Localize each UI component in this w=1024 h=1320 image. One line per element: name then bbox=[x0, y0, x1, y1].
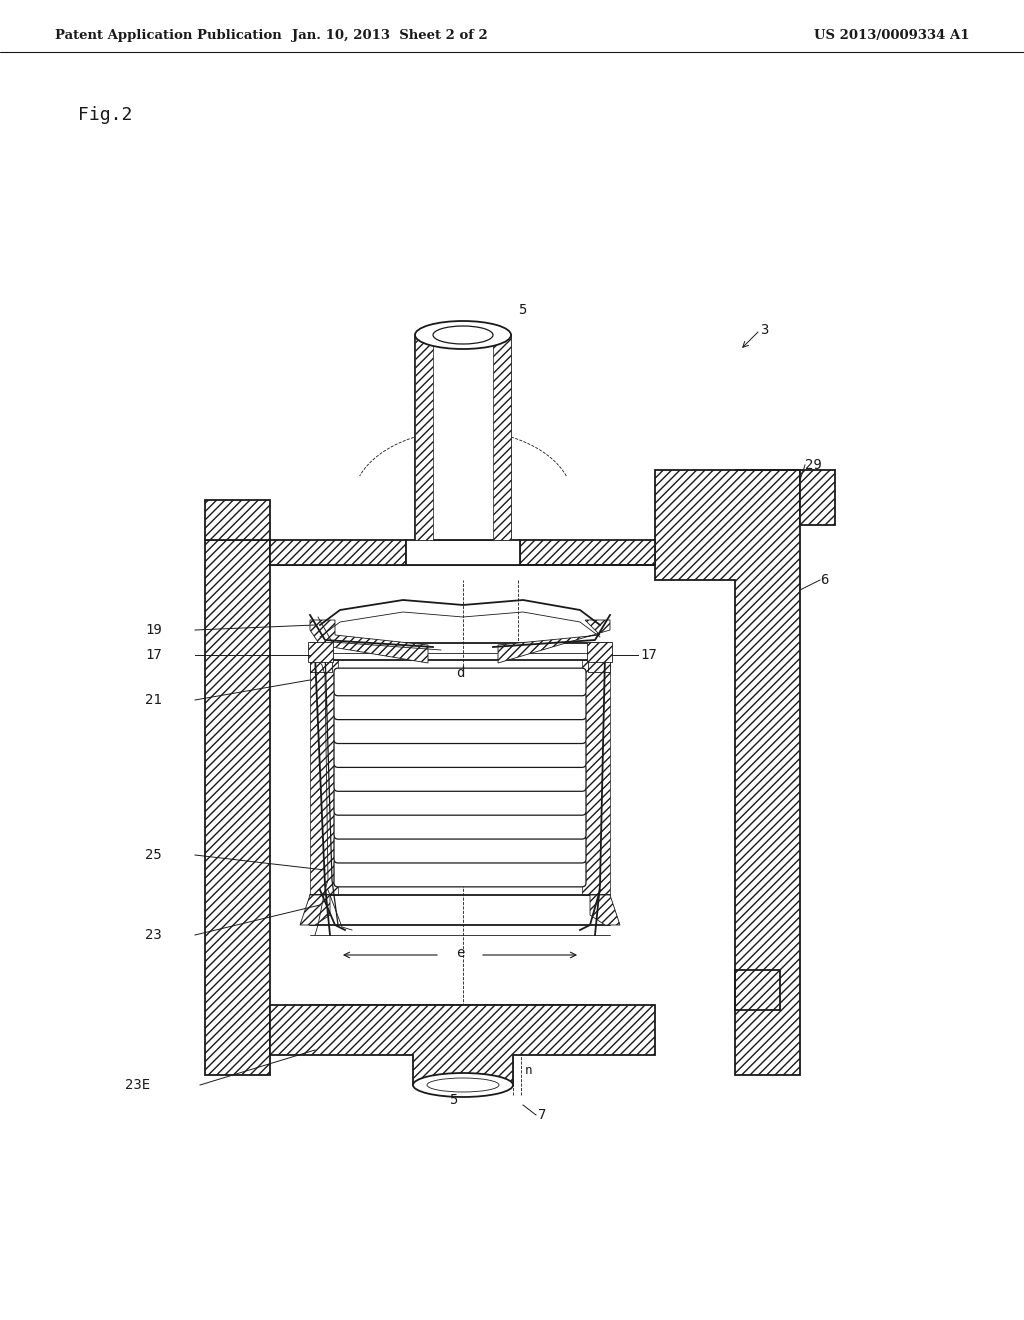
Text: 23E: 23E bbox=[125, 1078, 151, 1092]
Polygon shape bbox=[205, 500, 270, 540]
Text: 19: 19 bbox=[145, 623, 162, 638]
Text: 7: 7 bbox=[538, 1107, 547, 1122]
Polygon shape bbox=[735, 470, 835, 525]
Bar bbox=[588, 649, 610, 672]
Polygon shape bbox=[300, 895, 330, 925]
FancyBboxPatch shape bbox=[334, 859, 586, 887]
Text: 3: 3 bbox=[760, 323, 768, 337]
FancyBboxPatch shape bbox=[334, 668, 586, 696]
Text: 25: 25 bbox=[145, 847, 162, 862]
Polygon shape bbox=[590, 895, 620, 925]
Polygon shape bbox=[270, 1005, 655, 1085]
Polygon shape bbox=[655, 470, 800, 1074]
Text: n: n bbox=[525, 1064, 532, 1077]
Bar bbox=[310, 649, 332, 672]
Text: Patent Application Publication: Patent Application Publication bbox=[55, 29, 282, 41]
Polygon shape bbox=[582, 660, 610, 895]
Polygon shape bbox=[310, 660, 338, 895]
Polygon shape bbox=[406, 540, 520, 565]
Text: 29: 29 bbox=[805, 458, 821, 473]
FancyBboxPatch shape bbox=[334, 692, 586, 719]
Text: 6: 6 bbox=[820, 573, 828, 587]
Bar bbox=[587, 642, 612, 663]
Text: e: e bbox=[456, 946, 464, 960]
Text: 17: 17 bbox=[640, 648, 656, 663]
Polygon shape bbox=[415, 335, 433, 540]
Ellipse shape bbox=[415, 321, 511, 348]
FancyBboxPatch shape bbox=[334, 715, 586, 743]
Text: US 2013/0009334 A1: US 2013/0009334 A1 bbox=[814, 29, 970, 41]
Text: 5: 5 bbox=[518, 304, 526, 317]
Text: d: d bbox=[456, 667, 464, 680]
Text: 21: 21 bbox=[145, 693, 162, 708]
Bar bbox=[415, 335, 511, 540]
Polygon shape bbox=[270, 540, 655, 565]
FancyBboxPatch shape bbox=[334, 836, 586, 863]
Bar bbox=[308, 642, 333, 663]
Polygon shape bbox=[498, 620, 610, 663]
Ellipse shape bbox=[413, 1073, 513, 1097]
Text: 5: 5 bbox=[449, 1093, 457, 1107]
Text: 23: 23 bbox=[145, 928, 162, 942]
Text: Fig.2: Fig.2 bbox=[78, 106, 132, 124]
FancyBboxPatch shape bbox=[334, 764, 586, 791]
Polygon shape bbox=[270, 540, 406, 565]
Text: Jan. 10, 2013  Sheet 2 of 2: Jan. 10, 2013 Sheet 2 of 2 bbox=[292, 29, 487, 41]
Polygon shape bbox=[310, 620, 428, 663]
FancyBboxPatch shape bbox=[334, 788, 586, 816]
FancyBboxPatch shape bbox=[334, 739, 586, 767]
Polygon shape bbox=[493, 335, 511, 540]
Polygon shape bbox=[205, 540, 270, 1074]
Text: 17: 17 bbox=[145, 648, 162, 663]
FancyBboxPatch shape bbox=[334, 812, 586, 840]
